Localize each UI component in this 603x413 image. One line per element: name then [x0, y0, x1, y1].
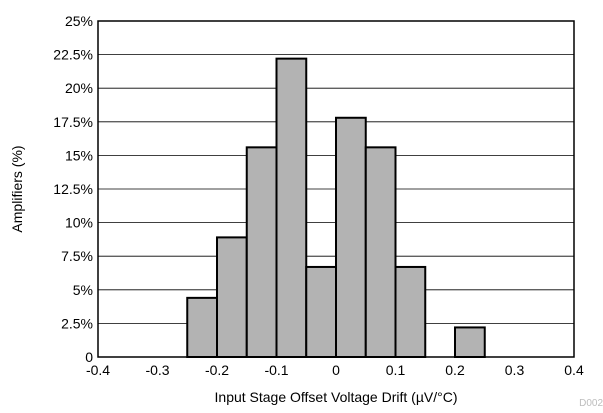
histogram-bar: [275, 57, 308, 359]
y-tick-label: 2.5%: [61, 315, 93, 331]
histogram-bar: [245, 146, 278, 358]
y-tick-label: 5%: [73, 282, 93, 298]
y-tick-label: 7.5%: [61, 248, 93, 264]
x-tick-labels: -0.4 -0.3 -0.2 -0.1 0 0.1 0.2 0.3 0.4: [86, 362, 584, 378]
y-tick-label: 22.5%: [53, 47, 93, 63]
histogram-bar: [305, 265, 337, 358]
y-tick-label: 12.5%: [53, 181, 93, 197]
y-tick-label: 15%: [65, 147, 93, 163]
y-tick-label: 20%: [65, 80, 93, 96]
x-tick-label: 0: [332, 362, 340, 378]
y-tick-label: 10%: [65, 215, 93, 231]
histogram-bar: [216, 236, 248, 358]
x-tick-label: -0.1: [264, 362, 288, 378]
x-tick-label: -0.2: [205, 362, 229, 378]
histogram-bar: [364, 146, 397, 358]
y-tick-label: 17.5%: [53, 114, 93, 130]
histogram-bar: [186, 296, 218, 359]
x-axis-title: Input Stage Offset Voltage Drift (µV/°C): [215, 389, 458, 405]
x-tick-label: 0.1: [386, 362, 406, 378]
histogram-bar: [335, 116, 367, 358]
histogram-bars: [186, 57, 486, 359]
x-tick-label: -0.4: [86, 362, 110, 378]
plot-frame: [97, 20, 575, 358]
y-tick-label: 25%: [65, 13, 93, 29]
y-axis-title: Amplifiers (%): [9, 145, 25, 232]
x-tick-label: 0.4: [564, 362, 584, 378]
y-tick-labels: 0 2.5% 5% 7.5% 10% 12.5% 15% 17.5% 20% 22.5% 25%: [53, 13, 93, 365]
histogram-bar: [454, 326, 486, 359]
y-tick-label: 0: [85, 349, 93, 365]
figure-id-label: D002: [579, 398, 603, 408]
x-tick-label: -0.3: [145, 362, 169, 378]
histogram-bar: [394, 265, 427, 358]
x-tick-label: 0.3: [505, 362, 525, 378]
x-tick-label: 0.2: [445, 362, 465, 378]
